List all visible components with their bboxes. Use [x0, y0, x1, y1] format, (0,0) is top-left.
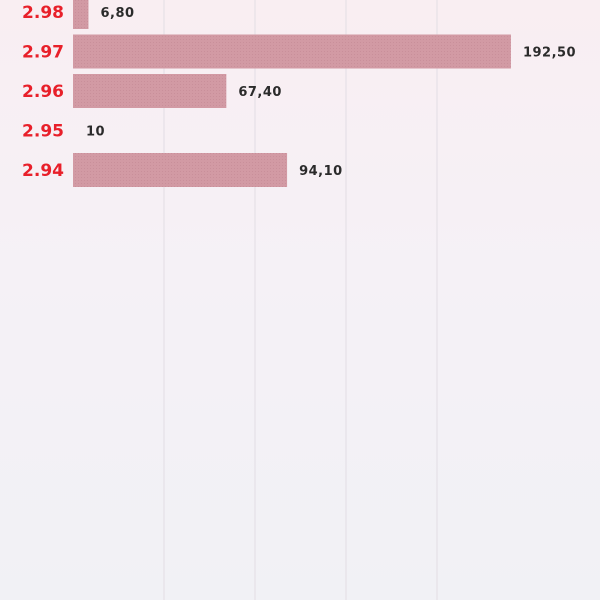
bar-2.96 [73, 74, 227, 108]
value-label-2.95: 10 [86, 125, 105, 140]
bars [73, 0, 511, 187]
value-label-2.98: 6,80 [100, 6, 134, 21]
bar-2.94 [73, 153, 288, 187]
value-label-2.96: 67,40 [238, 85, 282, 100]
category-label-2.97: 2.97 [22, 43, 64, 63]
category-label-2.95: 2.95 [22, 122, 64, 142]
bar-2.97 [73, 34, 511, 69]
category-label-2.94: 2.94 [22, 161, 64, 181]
labels: 2.98 6,80 2.97 192,50 2.96 67,40 2.95 10 2.94 94,… [22, 3, 576, 181]
value-label-2.94: 94,10 [299, 164, 343, 179]
category-label-2.98: 2.98 [22, 3, 64, 23]
value-label-2.97: 192,50 [523, 46, 576, 61]
category-label-2.96: 2.96 [22, 82, 64, 102]
grid-lines [163, 0, 438, 600]
bar-2.98 [73, 0, 89, 29]
